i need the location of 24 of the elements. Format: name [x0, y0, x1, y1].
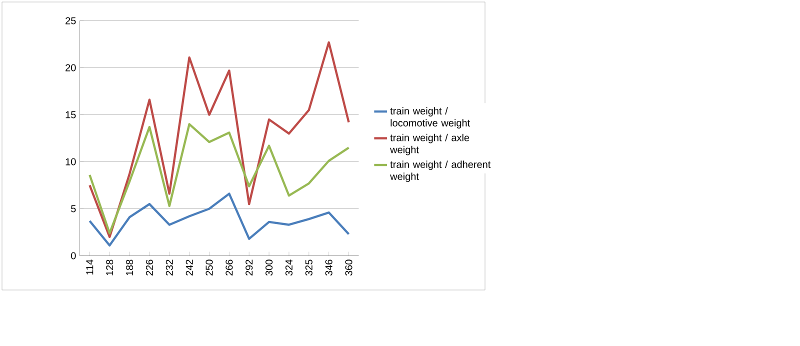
x-tick-label: 346 — [325, 260, 332, 276]
x-tick-label: 226 — [146, 260, 154, 276]
x-tick-label: 232 — [166, 260, 173, 276]
line-series — [88, 192, 350, 247]
x-tick-label: 292 — [246, 260, 253, 276]
y-tick-label: 15 — [66, 111, 76, 118]
line-series — [88, 41, 350, 238]
y-tick-label: 10 — [66, 158, 76, 166]
x-tick-label: 324 — [285, 260, 293, 276]
x-tick-label: 250 — [206, 260, 213, 276]
y-tick-label: 0 — [71, 252, 76, 260]
y-tick-label: 20 — [66, 64, 76, 72]
x-tick-label: 360 — [345, 260, 352, 276]
x-tick-label: 114 — [86, 260, 94, 274]
x-tick-label: 266 — [226, 260, 233, 276]
x-tick-label: 300 — [266, 260, 273, 276]
y-tick-label: 25 — [66, 17, 76, 24]
x-tick-label: 188 — [126, 260, 134, 276]
x-tick-label: 325 — [305, 260, 312, 276]
line-series — [88, 123, 350, 234]
y-tick-label: 5 — [71, 205, 76, 212]
x-tick-label: 242 — [186, 260, 193, 276]
legend-label: train weight / adherent weight — [390, 160, 491, 182]
x-tick-label: 128 — [106, 260, 114, 276]
